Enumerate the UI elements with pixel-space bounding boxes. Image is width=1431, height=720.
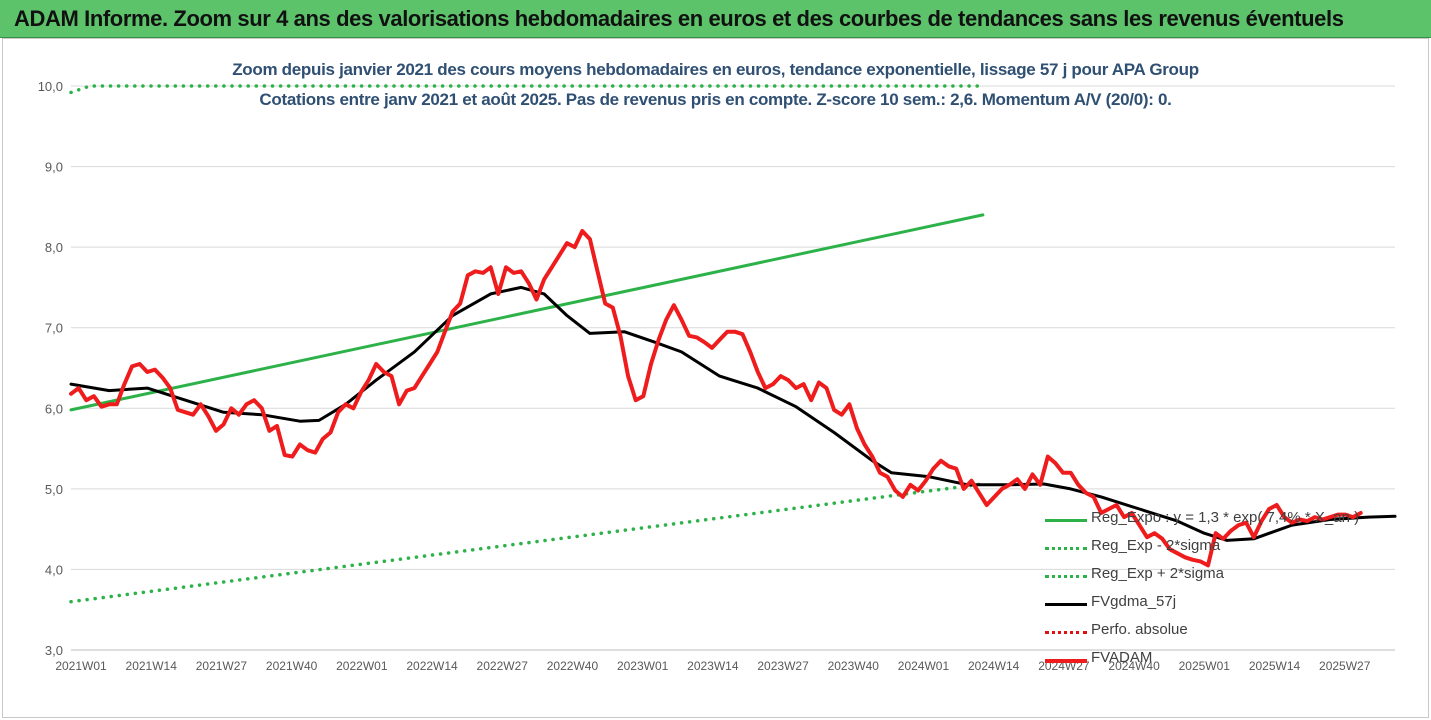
legend-item: FVgdma_57j	[1043, 593, 1343, 615]
chart-subtitle: Cotations entre janv 2021 et août 2025. …	[259, 90, 1172, 109]
x-tick-label: 2023W27	[757, 659, 809, 673]
x-tick-label: 2025W27	[1319, 659, 1371, 673]
y-tick-label: 10,0	[38, 79, 63, 94]
legend-swatch	[1045, 519, 1087, 522]
y-tick-label: 4,0	[45, 562, 63, 577]
series-line-5	[69, 229, 1363, 568]
y-tick-label: 6,0	[45, 401, 63, 416]
legend-label: Perfo. absolue	[1091, 621, 1188, 638]
series-line-2	[69, 84, 985, 95]
x-tick-label: 2024W14	[968, 659, 1020, 673]
legend-item: Reg_Exp + 2*sigma	[1043, 565, 1343, 587]
x-tick-label: 2024W01	[898, 659, 950, 673]
legend-swatch	[1045, 603, 1087, 606]
legend-label: Reg_Exp + 2*sigma	[1091, 565, 1224, 582]
y-tick-label: 8,0	[45, 240, 63, 255]
legend-label: FVADAM	[1091, 649, 1153, 666]
series-line-1	[69, 482, 985, 604]
x-tick-label: 2022W01	[336, 659, 388, 673]
y-tick-label: 7,0	[45, 321, 63, 336]
x-tick-label: 2023W14	[687, 659, 739, 673]
x-tick-label: 2021W27	[196, 659, 248, 673]
x-tick-label: 2023W01	[617, 659, 669, 673]
legend-swatch	[1045, 659, 1087, 663]
x-tick-label: 2021W14	[126, 659, 178, 673]
x-tick-label: 2021W01	[55, 659, 107, 673]
report-banner: ADAM Informe. Zoom sur 4 ans des valoris…	[0, 0, 1431, 38]
y-tick-label: 9,0	[45, 160, 63, 175]
legend-swatch	[1045, 575, 1087, 578]
legend-label: Reg_Exp - 2*sigma	[1091, 537, 1221, 554]
legend-label: FVgdma_57j	[1091, 593, 1177, 610]
y-tick-label: 5,0	[45, 482, 63, 497]
x-tick-label: 2023W40	[828, 659, 880, 673]
legend-swatch	[1045, 631, 1087, 634]
chart-title: Zoom depuis janvier 2021 des cours moyen…	[232, 60, 1199, 79]
legend-item: Reg_Expo : y = 1,3 * exp( 7,4% * X_an )	[1043, 509, 1359, 531]
legend-label: Reg_Expo : y = 1,3 * exp( 7,4% * X_an )	[1091, 509, 1360, 526]
legend-item: Reg_Exp - 2*sigma	[1043, 537, 1343, 559]
y-tick-label: 3,0	[45, 643, 63, 658]
series-line-3	[69, 285, 1397, 542]
legend-swatch	[1045, 547, 1087, 550]
line-chart: 3,0 4,0 5,0 6,0 7,0 8,0 9,0 10,0 2021W01 2021W14 2…	[38, 79, 1397, 673]
report-title: ADAM Informe. Zoom sur 4 ans des valoris…	[14, 6, 1344, 31]
chart-frame: 3,0 4,0 5,0 6,0 7,0 8,0 9,0 10,0 2021W01 2021W14 2…	[2, 38, 1429, 718]
legend-item: FVADAM	[1043, 649, 1343, 671]
x-tick-label: 2022W14	[406, 659, 458, 673]
legend-item: Perfo. absolue	[1043, 621, 1343, 643]
x-tick-label: 2022W27	[477, 659, 529, 673]
x-tick-label: 2025W01	[1179, 659, 1231, 673]
x-tick-label: 2024W40	[1108, 659, 1160, 673]
x-tick-label: 2025W14	[1249, 659, 1301, 673]
x-tick-label: 2021W40	[266, 659, 318, 673]
series-line-0	[69, 213, 985, 412]
x-tick-label: 2022W40	[547, 659, 599, 673]
